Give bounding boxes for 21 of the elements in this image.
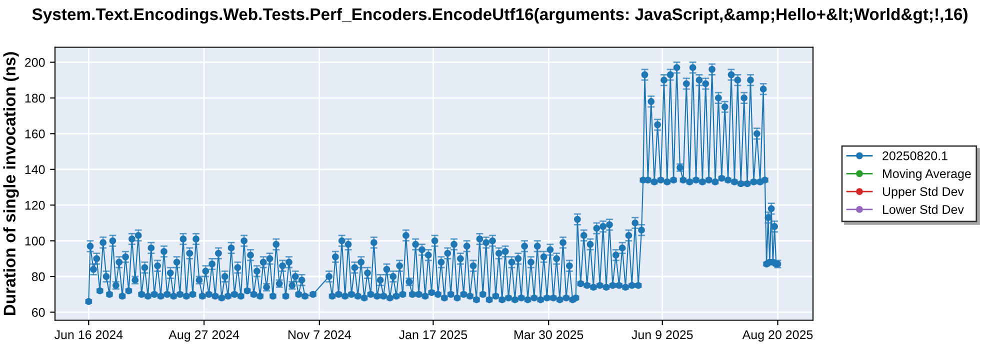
y-axis-title: Duration of single invocation (ns) <box>3 52 19 316</box>
x-tick-label: Jun 9 2025 <box>632 330 693 340</box>
x-tick-label: Jun 16 2024 <box>54 330 123 340</box>
y-tick-label: 140 <box>25 165 45 174</box>
y-tick-label: 120 <box>25 200 45 210</box>
y-tick-label: 200 <box>25 58 45 67</box>
y-tick-label: 80 <box>32 272 45 282</box>
x-tick-label: Nov 7 2024 <box>288 330 352 340</box>
y-tick-label: 100 <box>25 236 45 246</box>
legend-label: Lower Std Dev <box>883 204 964 214</box>
y-tick-label: 60 <box>32 308 45 317</box>
legend-label: Upper Std Dev <box>882 186 964 199</box>
x-tick-label: Aug 20 2025 <box>742 330 813 342</box>
y-tick-label: 180 <box>25 94 45 103</box>
x-tick-label: Mar 30 2025 <box>514 330 584 340</box>
chart-title: System.Text.Encodings.Web.Tests.Perf_Encoders.EncodeUtf16(arguments: JavaScript,&amp;Hello+&lt;World&gt;!,16) <box>32 8 968 24</box>
legend-label: 20250820.1 <box>882 151 948 160</box>
y-tick-label: 160 <box>25 129 45 138</box>
x-tick-label: Jan 17 2025 <box>398 330 468 340</box>
x-tick-label: Aug 27 2024 <box>168 330 240 342</box>
legend-label: Moving Average <box>883 168 971 181</box>
